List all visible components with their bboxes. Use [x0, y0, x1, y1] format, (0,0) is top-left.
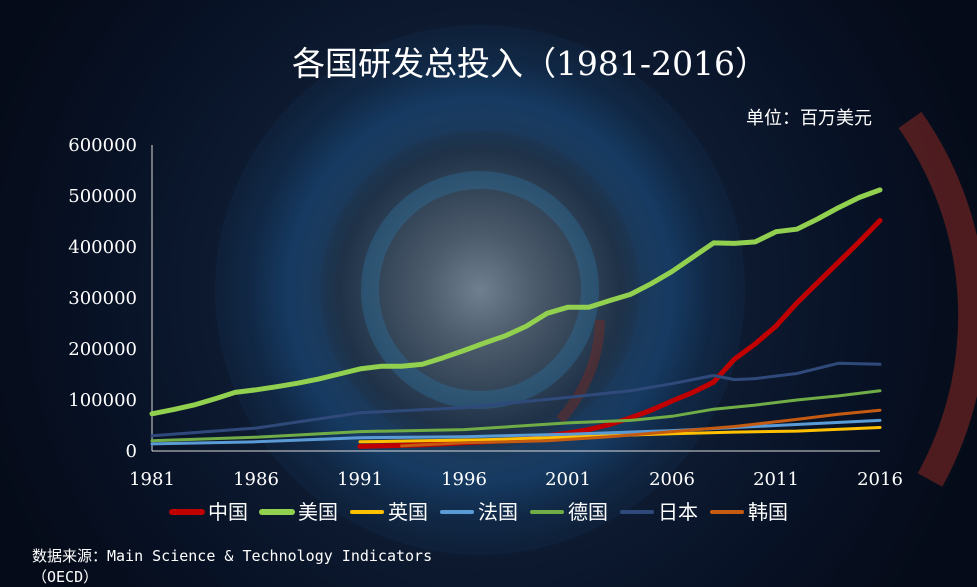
x-tick-label: 1991 — [337, 469, 383, 490]
series-lines — [149, 187, 883, 449]
series-line — [357, 218, 883, 449]
y-tick-label: 300000 — [68, 288, 137, 309]
y-tick-label: 400000 — [68, 237, 137, 258]
series-line — [150, 418, 882, 446]
unit-label: 单位：百万美元 — [746, 108, 872, 129]
series-line — [149, 187, 883, 417]
source-line-2: （OECD） — [32, 568, 98, 586]
y-tick-label: 200000 — [68, 339, 137, 360]
y-tick-label: 0 — [126, 441, 137, 462]
y-tick-label: 600000 — [68, 135, 137, 156]
source-line-1: 数据来源：Main Science & Technology Indicator… — [32, 547, 432, 565]
legend-label: 日本 — [658, 500, 698, 524]
series-line — [150, 361, 882, 438]
x-tick-label: 2006 — [649, 469, 695, 490]
x-tick-label: 2011 — [753, 469, 799, 490]
y-tick-label: 500000 — [68, 186, 137, 207]
legend: 中国 美国 英国 法国 德国 日本 韩国 — [169, 500, 788, 524]
legend-label: 英国 — [388, 500, 428, 524]
series-line — [150, 389, 882, 443]
legend-label: 法国 — [478, 500, 518, 524]
x-tick-label: 1981 — [129, 469, 175, 490]
y-tick-label: 100000 — [68, 390, 137, 411]
legend-label: 中国 — [208, 500, 248, 524]
legend-label: 美国 — [298, 500, 338, 524]
x-tick-label: 2016 — [857, 469, 903, 490]
x-tick-label: 1996 — [441, 469, 487, 490]
chart-title: 各国研发总投入（1981-2016） — [292, 44, 768, 83]
x-tick-label: 2001 — [545, 469, 591, 490]
legend-label: 韩国 — [748, 500, 788, 524]
series-line — [400, 408, 882, 448]
x-tick-label: 1986 — [233, 469, 279, 490]
legend-label: 德国 — [568, 500, 608, 524]
x-tick-labels: 1981 1986 1991 1996 2001 2006 2011 2016 — [129, 469, 903, 490]
y-tick-labels: 0 100000 200000 300000 400000 500000 600000 — [68, 135, 137, 462]
